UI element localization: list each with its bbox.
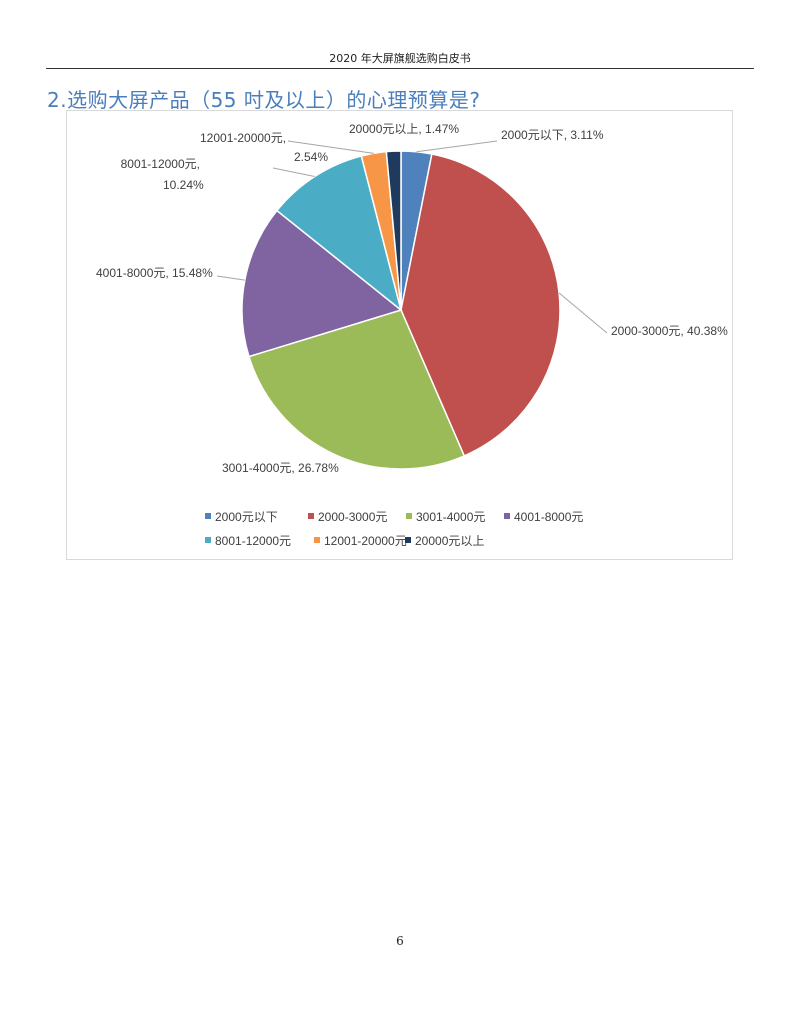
data-label-20000-above: 20000元以上, 1.47% <box>349 122 459 136</box>
legend-swatch-20000-above <box>405 537 411 543</box>
legend-label-12001-20000: 12001-20000元 <box>324 534 407 548</box>
data-label-8001-12000: 8001-12000元, <box>121 157 200 171</box>
data-label-12001-20000: 12001-20000元, <box>200 131 286 145</box>
legend-swatch-8001-12000 <box>205 537 211 543</box>
legend-label-20000-above: 20000元以上 <box>415 534 484 548</box>
leader-line-2000-below <box>416 140 498 153</box>
data-label-2000-below: 2000元以下, 3.11% <box>501 128 604 142</box>
leader-line-8001-12000 <box>272 167 315 177</box>
legend-label-2000-below: 2000元以下 <box>215 510 278 524</box>
legend-label-8001-12000: 8001-12000元 <box>215 534 291 548</box>
section-title: 2.选购大屏产品（55 吋及以上）的心理预算是? <box>47 88 481 112</box>
pie-slice-2000-3000 <box>400 153 561 457</box>
legend-swatch-2000-3000 <box>308 513 314 519</box>
legend-swatch-4001-8000 <box>504 513 510 519</box>
legend-label-3001-4000: 3001-4000元 <box>416 510 485 524</box>
data-label-2000-3000: 2000-3000元, 40.38% <box>611 324 728 338</box>
legend-label-2000-3000: 2000-3000元 <box>318 510 387 524</box>
pie-slice-4001-8000 <box>241 209 403 358</box>
leader-line-2000-3000 <box>558 292 608 334</box>
legend-swatch-2000-below <box>205 513 211 519</box>
pie-slice-20000-above <box>385 150 402 311</box>
leader-line-12001-20000 <box>287 140 374 154</box>
data-label-4001-8000: 4001-8000元, 15.48% <box>96 266 213 280</box>
page-number: 6 <box>396 934 404 948</box>
pie-slice-3001-4000 <box>248 309 466 470</box>
data-label-3001-4000: 3001-4000元, 26.78% <box>222 461 339 475</box>
legend-label-4001-8000: 4001-8000元 <box>514 510 583 524</box>
data-label-12001-20000-pct: 2.54% <box>294 150 328 164</box>
data-label-8001-12000-pct: 10.24% <box>163 178 204 192</box>
header-rule <box>46 68 754 69</box>
pie-chart-frame: 2000元以下, 3.11% 2000-3000元, 40.38% 3001-400… <box>66 110 733 560</box>
legend-swatch-3001-4000 <box>406 513 412 519</box>
leader-line-4001-8000 <box>216 275 245 281</box>
legend-swatch-12001-20000 <box>314 537 320 543</box>
pie-chart: 2000元以下, 3.11% 2000-3000元, 40.38% 3001-400… <box>96 122 728 548</box>
running-header: 2020 年大屏旗舰选购白皮书 <box>329 52 471 65</box>
